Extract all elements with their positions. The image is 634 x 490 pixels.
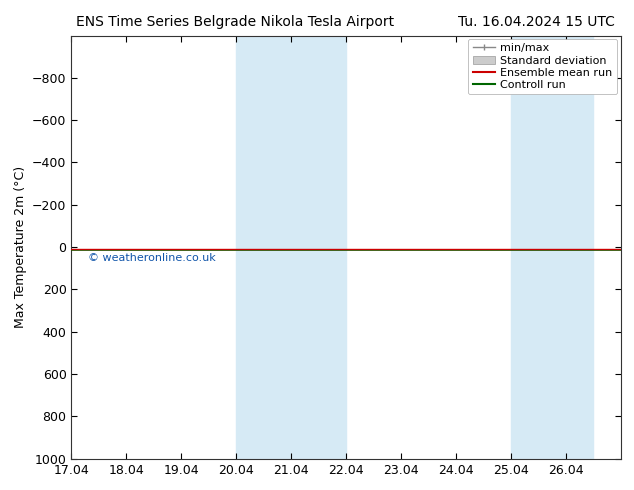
Bar <box>236 36 346 459</box>
Bar <box>510 36 593 459</box>
Text: Tu. 16.04.2024 15 UTC: Tu. 16.04.2024 15 UTC <box>458 15 615 29</box>
Y-axis label: Max Temperature 2m (°C): Max Temperature 2m (°C) <box>13 166 27 328</box>
Text: ENS Time Series Belgrade Nikola Tesla Airport: ENS Time Series Belgrade Nikola Tesla Ai… <box>76 15 394 29</box>
Text: © weatheronline.co.uk: © weatheronline.co.uk <box>88 253 216 264</box>
Legend: min/max, Standard deviation, Ensemble mean run, Controll run: min/max, Standard deviation, Ensemble me… <box>469 39 617 95</box>
